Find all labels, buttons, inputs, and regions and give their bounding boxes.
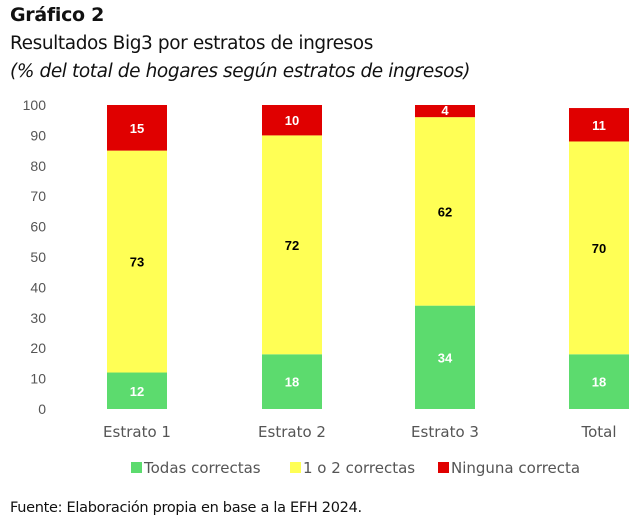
legend-swatch: [290, 462, 301, 473]
chart-subtitle: (% del total de hogares según estratos d…: [10, 61, 471, 82]
data-label: 4: [441, 103, 449, 118]
data-label: 73: [130, 255, 144, 270]
source-note: Fuente: Elaboración propia en base a la …: [10, 500, 362, 516]
chart-title: Resultados Big3 por estratos de ingresos: [10, 33, 373, 54]
data-label: 10: [285, 113, 299, 128]
data-label: 72: [285, 238, 299, 253]
x-tick-label: Total: [580, 423, 616, 441]
bar-segment: [107, 372, 167, 409]
y-tick-label: 30: [30, 310, 46, 326]
legend-label: Todas correctas: [143, 459, 261, 477]
x-tick-label: Estrato 3: [411, 423, 479, 441]
data-label: 18: [592, 375, 606, 390]
bars: 12 73 15 18 72 10 34 62 4 18 70 11: [107, 103, 629, 409]
legend-label: Ninguna correcta: [451, 459, 580, 477]
y-tick-label: 50: [30, 249, 46, 265]
bar-segment: [107, 150, 167, 373]
bar-segment: [415, 117, 475, 306]
bar-segment: [262, 354, 322, 409]
y-tick-label: 90: [30, 127, 46, 143]
y-axis: 0 10 20 30 40 50 60 70 80 90 100: [23, 97, 47, 417]
data-label: 34: [438, 350, 453, 365]
chart-number: Gráfico 2: [10, 4, 105, 26]
bar-segment: [107, 105, 167, 151]
bar-segment: [262, 105, 322, 136]
data-label: 62: [438, 204, 452, 219]
bar-segment: [415, 105, 475, 118]
x-tick-label: Estrato 1: [103, 423, 171, 441]
y-tick-label: 10: [30, 371, 46, 387]
data-label: 12: [130, 384, 144, 399]
legend: Todas correctas 1 o 2 correctas Ninguna co…: [131, 459, 580, 477]
legend-label: 1 o 2 correctas: [303, 459, 415, 477]
legend-swatch: [131, 462, 142, 473]
x-tick-label: Estrato 2: [258, 423, 326, 441]
data-label: 15: [130, 121, 144, 136]
data-label: 70: [592, 241, 606, 256]
y-tick-label: 60: [30, 219, 46, 235]
data-label: 11: [592, 118, 606, 133]
bar-segment: [569, 141, 629, 355]
bar-segment: [415, 305, 475, 409]
bar-segment: [262, 135, 322, 355]
bar-segment: [569, 354, 629, 409]
y-tick-label: 70: [30, 188, 46, 204]
data-label: 18: [285, 375, 299, 390]
bar-segment: [569, 108, 629, 142]
y-tick-label: 80: [30, 158, 46, 174]
y-tick-label: 20: [30, 340, 46, 356]
y-tick-label: 100: [23, 97, 47, 113]
legend-swatch: [438, 462, 449, 473]
y-tick-label: 40: [30, 279, 46, 295]
y-tick-label: 0: [38, 401, 46, 417]
x-axis: Estrato 1 Estrato 2 Estrato 3 Total: [103, 423, 616, 441]
